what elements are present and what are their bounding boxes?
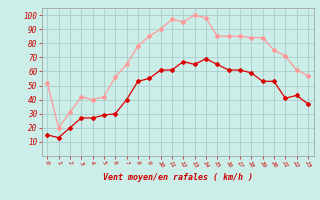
X-axis label: Vent moyen/en rafales ( km/h ): Vent moyen/en rafales ( km/h ) (103, 173, 252, 182)
